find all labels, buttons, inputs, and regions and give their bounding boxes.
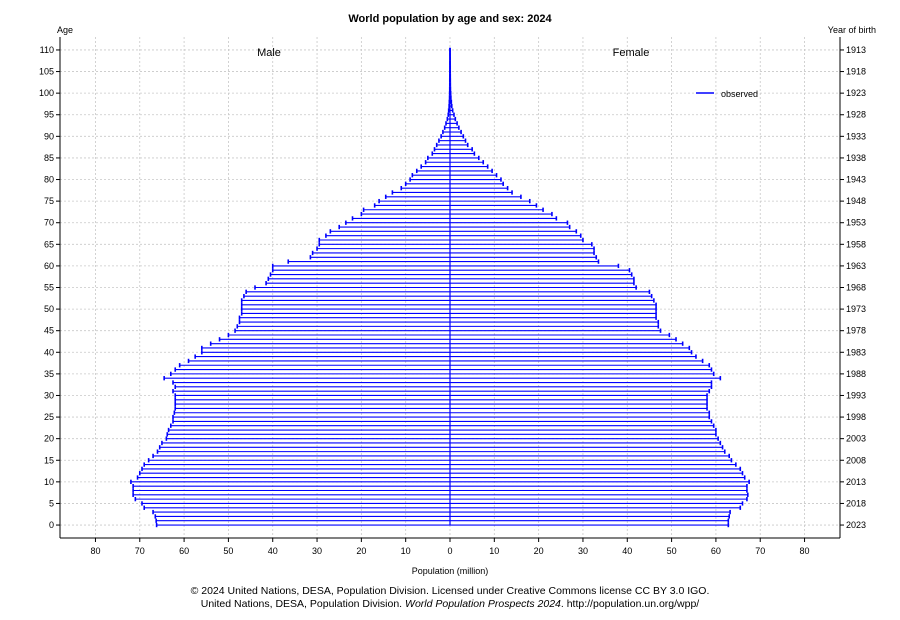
year-tick-label: 1973 <box>846 304 866 314</box>
age-tick-label: 0 <box>49 520 54 530</box>
age-tick-label: 100 <box>39 88 54 98</box>
age-tick-label: 60 <box>44 261 54 271</box>
year-tick-label: 1933 <box>846 131 866 141</box>
x-tick-label: 0 <box>447 546 452 556</box>
age-tick-label: 5 <box>49 498 54 508</box>
year-tick-label: 2013 <box>846 477 866 487</box>
x-tick-label: 70 <box>755 546 765 556</box>
footer-citation-line: United Nations, DESA, Population Divisio… <box>0 598 900 611</box>
age-tick-label: 95 <box>44 110 54 120</box>
year-tick-label: 1998 <box>846 412 866 422</box>
bars <box>130 47 750 528</box>
age-tick-label: 45 <box>44 326 54 336</box>
age-tick-label: 20 <box>44 434 54 444</box>
year-tick-label: 1988 <box>846 369 866 379</box>
x-tick-label: 30 <box>578 546 588 556</box>
year-tick-label: 1953 <box>846 218 866 228</box>
year-tick-label: 2018 <box>846 498 866 508</box>
age-tick-label: 65 <box>44 239 54 249</box>
year-tick-label: 2023 <box>846 520 866 530</box>
female-label: Female <box>613 47 650 59</box>
year-tick-label: 1928 <box>846 110 866 120</box>
year-tick-label: 2008 <box>846 455 866 465</box>
age-tick-label: 40 <box>44 347 54 357</box>
x-tick-label: 80 <box>90 546 100 556</box>
year-tick-label: 1918 <box>846 67 866 77</box>
year-tick-label: 1963 <box>846 261 866 271</box>
age-tick-label: 75 <box>44 196 54 206</box>
year-tick-label: 1943 <box>846 175 866 185</box>
age-tick-label: 50 <box>44 304 54 314</box>
x-axis-title: Population (million) <box>412 566 489 576</box>
year-tick-label: 1948 <box>846 196 866 206</box>
year-tick-label: 1983 <box>846 347 866 357</box>
age-tick-label: 15 <box>44 455 54 465</box>
x-tick-label: 60 <box>711 546 721 556</box>
x-tick-label: 50 <box>223 546 233 556</box>
x-tick-label: 70 <box>135 546 145 556</box>
legend: observed <box>696 89 758 99</box>
age-tick-label: 85 <box>44 153 54 163</box>
footer-license-line: © 2024 United Nations, DESA, Population … <box>190 585 710 597</box>
x-tick-label: 30 <box>312 546 322 556</box>
x-tick-label: 10 <box>401 546 411 556</box>
age-tick-label: 25 <box>44 412 54 422</box>
age-tick-label: 10 <box>44 477 54 487</box>
age-tick-label: 110 <box>40 45 54 55</box>
age-tick-label: 70 <box>44 218 54 228</box>
age-tick-label: 55 <box>44 283 54 293</box>
chart-title: World population by age and sex: 2024 <box>348 13 552 25</box>
right-axis-title: Year of birth <box>828 25 876 35</box>
x-tick-label: 20 <box>356 546 366 556</box>
left-axis-title: Age <box>57 25 73 35</box>
year-tick-label: 1968 <box>846 283 866 293</box>
age-tick-label: 35 <box>44 369 54 379</box>
age-tick-label: 105 <box>39 67 54 77</box>
year-tick-label: 1938 <box>846 153 866 163</box>
age-tick-label: 90 <box>44 131 54 141</box>
age-tick-label: 80 <box>44 175 54 185</box>
year-tick-label: 1993 <box>846 390 866 400</box>
footer: © 2024 United Nations, DESA, Population … <box>0 585 900 611</box>
age-tick-label: 30 <box>44 390 54 400</box>
x-tick-label: 20 <box>534 546 544 556</box>
x-tick-label: 80 <box>800 546 810 556</box>
year-tick-label: 2003 <box>846 434 866 444</box>
year-tick-label: 1958 <box>846 239 866 249</box>
x-tick-label: 60 <box>179 546 189 556</box>
year-tick-label: 1978 <box>846 326 866 336</box>
year-tick-label: 1913 <box>846 45 866 55</box>
x-tick-label: 50 <box>667 546 677 556</box>
x-tick-label: 10 <box>489 546 499 556</box>
footer-citation-title: World Population Prospects 2024 <box>405 598 561 610</box>
year-tick-label: 1923 <box>846 88 866 98</box>
chart-svg: World population by age and sex: 2024 Ag… <box>39 13 876 576</box>
x-tick-label: 40 <box>268 546 278 556</box>
footer-citation-url: . http://population.un.org/wpp/ <box>560 598 700 610</box>
x-tick-label: 40 <box>622 546 632 556</box>
legend-label: observed <box>721 89 758 99</box>
male-label: Male <box>257 47 281 59</box>
footer-citation-prefix: United Nations, DESA, Population Divisio… <box>200 598 406 610</box>
